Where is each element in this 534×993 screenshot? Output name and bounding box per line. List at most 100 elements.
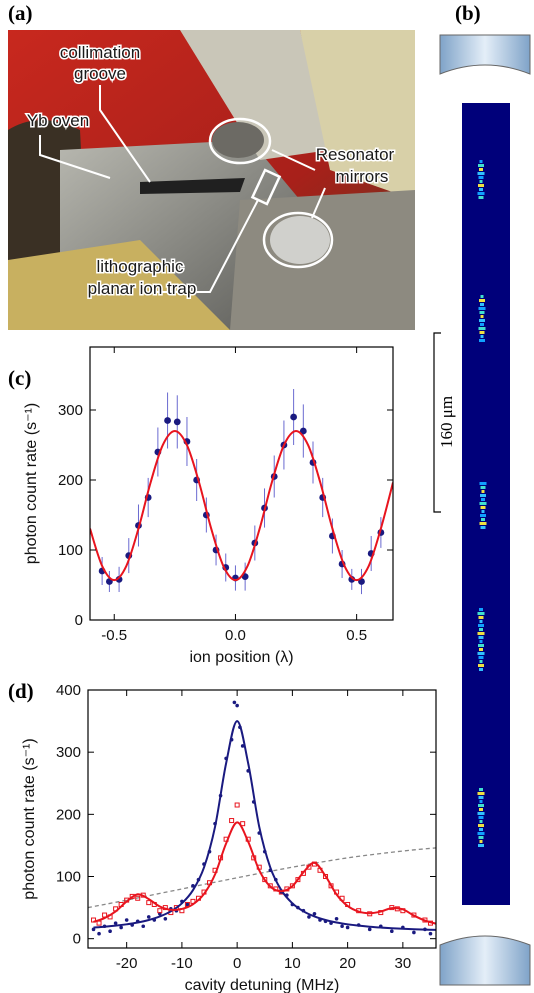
ion-pixel	[478, 624, 484, 627]
ion-pixel	[479, 168, 483, 171]
ion-pixel	[479, 608, 483, 611]
ion-pixel	[479, 311, 485, 314]
x-tick-label: -10	[171, 955, 193, 972]
fit-line	[93, 720, 436, 931]
point	[345, 925, 350, 930]
ion-pixel	[478, 176, 484, 179]
point	[232, 700, 237, 705]
ion-pixel	[481, 490, 485, 493]
point	[307, 915, 311, 919]
ion-pixel	[480, 526, 486, 529]
point	[135, 895, 141, 901]
mirror	[439, 935, 531, 986]
ion-pixel	[478, 184, 484, 187]
ion-pixel	[478, 656, 484, 659]
point	[146, 900, 152, 906]
x-tick-label: 0	[233, 955, 241, 972]
x-axis-label: ion position (λ)	[189, 649, 293, 666]
ion-pixel	[481, 510, 485, 513]
annotation-line: lithographic	[97, 257, 184, 276]
ion-pixel	[478, 796, 484, 799]
ion-pixel	[479, 808, 483, 811]
ion-pixel	[479, 668, 483, 671]
point	[173, 418, 181, 426]
y-tick-label: 200	[56, 806, 81, 823]
scale-bar-label: 160 μm	[437, 396, 456, 448]
annotation-line: collimation	[60, 43, 140, 62]
plot-area	[88, 700, 436, 936]
point	[290, 413, 298, 421]
ion-pixel	[478, 836, 484, 839]
ion-pixel	[479, 820, 483, 823]
plot-area	[90, 389, 393, 595]
ion-pixel	[478, 804, 484, 807]
ion-pixel	[478, 644, 484, 647]
point	[119, 925, 123, 930]
ion-pixel	[478, 636, 484, 639]
photo: collimation groove Yb oven Resonator mir…	[8, 30, 415, 330]
ion-pixel	[478, 824, 484, 827]
point	[348, 576, 356, 583]
ion-pixel	[480, 315, 484, 318]
x-tick-label: -0.5	[101, 627, 127, 644]
ion-pixel	[479, 628, 483, 631]
ion-pixel	[478, 196, 484, 199]
ion-pixel	[477, 612, 485, 615]
annotation-line: Resonator	[316, 145, 395, 164]
point	[312, 912, 317, 916]
point	[108, 929, 112, 934]
point	[141, 924, 146, 929]
ion-pixel	[477, 792, 485, 795]
y-tick-label: 0	[73, 931, 81, 948]
annotation-line: Yb oven	[27, 111, 89, 130]
ion-pixel	[477, 652, 485, 655]
ion-pixel	[480, 494, 486, 497]
x-tick-label: 20	[339, 955, 356, 972]
ion-pixel	[480, 514, 486, 517]
ion-pixel	[479, 180, 483, 183]
point	[229, 818, 235, 824]
point	[124, 918, 129, 922]
ion-pixel	[477, 172, 485, 175]
ion-pixel	[479, 648, 483, 651]
point	[289, 883, 295, 889]
ion-pixel	[478, 616, 484, 619]
point	[163, 916, 168, 921]
ion-pixel	[480, 323, 484, 326]
y-tick-label: 0	[75, 612, 83, 629]
ion-pixel	[479, 188, 483, 191]
panel-label: (c)	[8, 366, 31, 390]
panel-label: (d)	[8, 679, 34, 703]
ion-fluorescence	[477, 160, 487, 847]
y-tick-label: 300	[58, 402, 83, 419]
ion-pixel	[479, 331, 485, 334]
y-tick-label: 400	[56, 682, 81, 699]
point	[390, 929, 394, 934]
ion-pixel	[479, 640, 483, 643]
point	[428, 931, 433, 936]
point	[235, 703, 239, 708]
mirror	[439, 34, 531, 75]
ion-pixel	[477, 632, 485, 635]
x-tick-label: 0.0	[225, 627, 246, 644]
ion-pixel	[481, 518, 485, 521]
annotation: collimation groove Yb oven Resonator mir…	[25, 42, 396, 300]
point	[367, 927, 372, 932]
point	[340, 924, 344, 929]
y-tick-label: 300	[56, 744, 81, 761]
ion-pixel	[479, 660, 483, 663]
ion-pixel	[480, 506, 486, 509]
ion-pixel	[479, 319, 485, 322]
plot-frame	[89, 346, 394, 621]
ion-pixel	[479, 339, 485, 342]
y-tick-label: 200	[58, 472, 83, 489]
ion-pixel	[479, 482, 487, 485]
ion-pixel	[480, 295, 484, 298]
point	[234, 802, 240, 808]
ion-pixel	[480, 335, 484, 338]
annotation-line: planar ion trap	[88, 279, 197, 298]
ion-pixel	[480, 486, 486, 489]
x-tick-label: -20	[116, 955, 138, 972]
point	[115, 576, 123, 583]
